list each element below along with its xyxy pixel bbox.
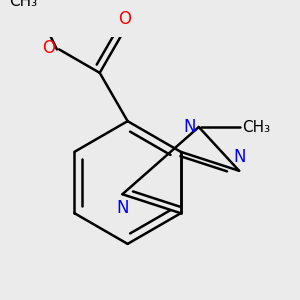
Text: CH₃: CH₃ bbox=[242, 119, 270, 134]
Text: O: O bbox=[118, 10, 131, 28]
Text: N: N bbox=[116, 199, 129, 217]
Text: N: N bbox=[183, 118, 195, 136]
Text: O: O bbox=[42, 39, 55, 57]
Text: N: N bbox=[233, 148, 245, 166]
Text: CH₃: CH₃ bbox=[9, 0, 37, 9]
